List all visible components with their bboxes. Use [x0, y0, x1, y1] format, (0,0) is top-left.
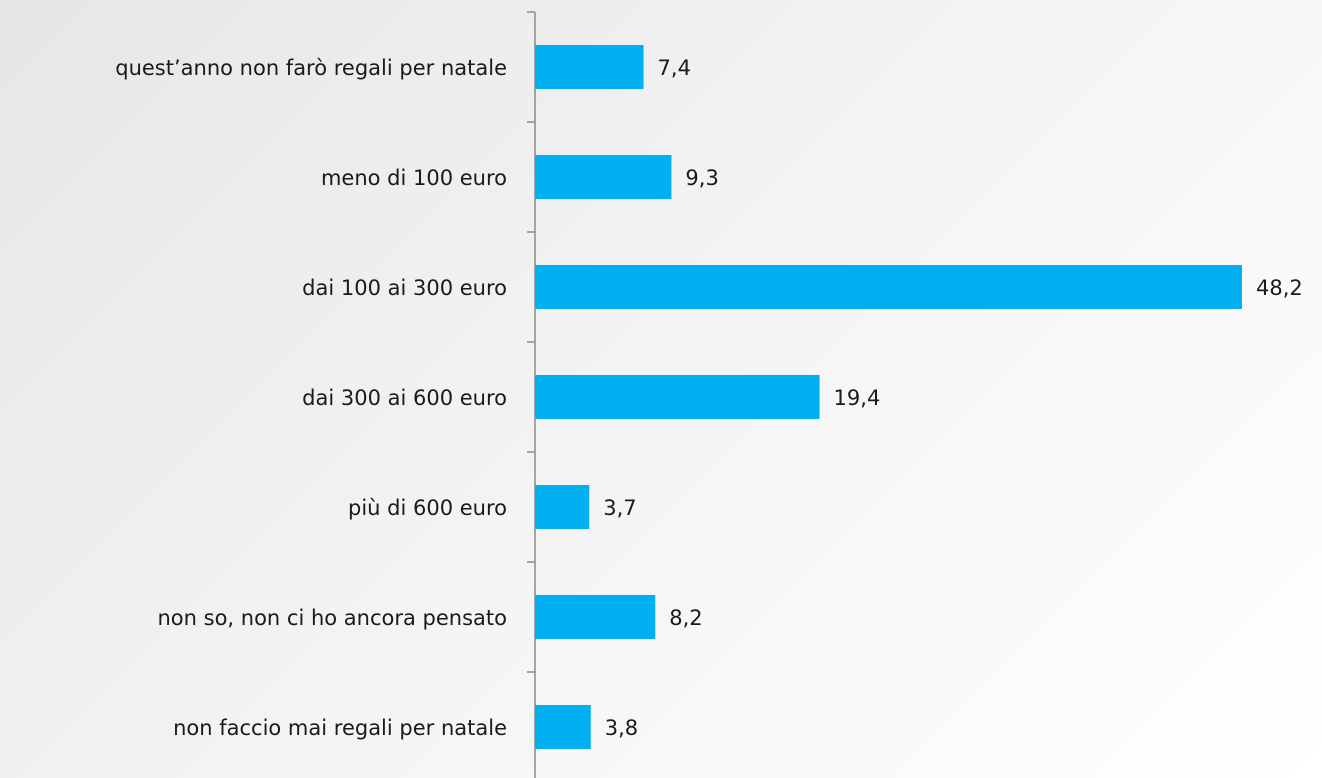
bar — [535, 705, 591, 749]
value-label: 3,7 — [603, 496, 636, 520]
category-label: quest’anno non farò regali per natale — [115, 56, 507, 80]
value-label: 8,2 — [669, 606, 702, 630]
bar — [535, 485, 590, 529]
value-label: 9,3 — [685, 166, 718, 190]
category-label: dai 300 ai 600 euro — [302, 386, 507, 410]
bar — [535, 45, 644, 89]
category-label: meno di 100 euro — [321, 166, 507, 190]
category-label: non faccio mai regali per natale — [173, 716, 507, 740]
value-label: 48,2 — [1256, 276, 1303, 300]
bar — [535, 375, 820, 419]
bar — [535, 595, 656, 639]
category-label: non so, non ci ho ancora pensato — [157, 606, 507, 630]
category-label: dai 100 ai 300 euro — [302, 276, 507, 300]
bar — [535, 265, 1242, 309]
value-label: 3,8 — [605, 716, 638, 740]
value-label: 7,4 — [658, 56, 691, 80]
bar — [535, 155, 672, 199]
category-label: più di 600 euro — [348, 496, 507, 520]
value-label: 19,4 — [834, 386, 881, 410]
